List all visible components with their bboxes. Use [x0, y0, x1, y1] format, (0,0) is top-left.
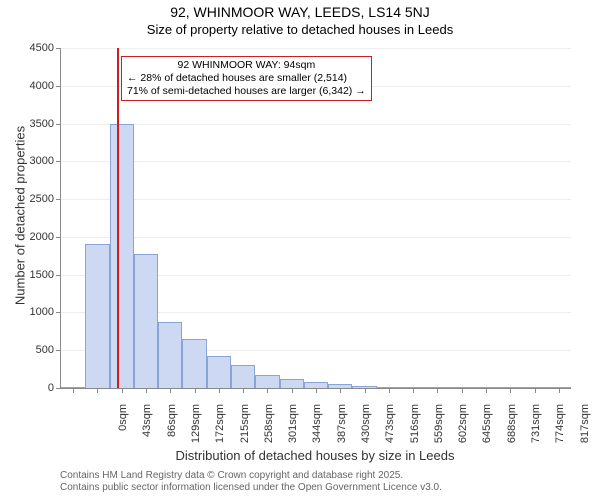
y-tick-label: 0: [0, 382, 54, 394]
histogram-bar: [134, 254, 158, 388]
y-axis-label: Number of detached properties: [13, 116, 28, 316]
y-tick-label: 4500: [0, 42, 54, 54]
y-tick-label: 3000: [0, 155, 54, 167]
y-tick-label: 1500: [0, 269, 54, 281]
footer-line2: Contains public sector information licen…: [60, 482, 442, 494]
histogram-bar: [110, 124, 134, 388]
plot-area: 92 WHINMOOR WAY: 94sqm← 28% of detached …: [60, 48, 571, 389]
annotation-line: 71% of semi-detached houses are larger (…: [127, 85, 366, 98]
y-tick-label: 1000: [0, 306, 54, 318]
annotation-box: 92 WHINMOOR WAY: 94sqm← 28% of detached …: [121, 56, 372, 101]
footer-line1: Contains HM Land Registry data © Crown c…: [60, 470, 442, 482]
chart-container: 92, WHINMOOR WAY, LEEDS, LS14 5NJ Size o…: [0, 0, 600, 500]
marker-line: [117, 48, 119, 388]
annotation-line: 92 WHINMOOR WAY: 94sqm: [127, 59, 366, 72]
y-tick-label: 500: [0, 344, 54, 356]
histogram-bar: [207, 356, 231, 388]
y-tick-label: 3500: [0, 118, 54, 130]
y-tick-label: 2500: [0, 193, 54, 205]
histogram-bar: [182, 339, 206, 388]
histogram-bar: [158, 322, 182, 388]
annotation-line: ← 28% of detached houses are smaller (2,…: [127, 72, 366, 85]
title-description: Size of property relative to detached ho…: [0, 22, 600, 37]
x-axis-label: Distribution of detached houses by size …: [60, 448, 570, 463]
footer-attribution: Contains HM Land Registry data © Crown c…: [60, 470, 442, 494]
y-tick-label: 4000: [0, 80, 54, 92]
histogram-bar: [85, 244, 109, 388]
histogram-bar: [231, 365, 255, 388]
histogram-bar: [280, 379, 304, 388]
x-tick-label: 817sqm: [579, 404, 591, 464]
histogram-bar: [255, 375, 279, 388]
title-address: 92, WHINMOOR WAY, LEEDS, LS14 5NJ: [0, 4, 600, 20]
y-tick-label: 2000: [0, 231, 54, 243]
